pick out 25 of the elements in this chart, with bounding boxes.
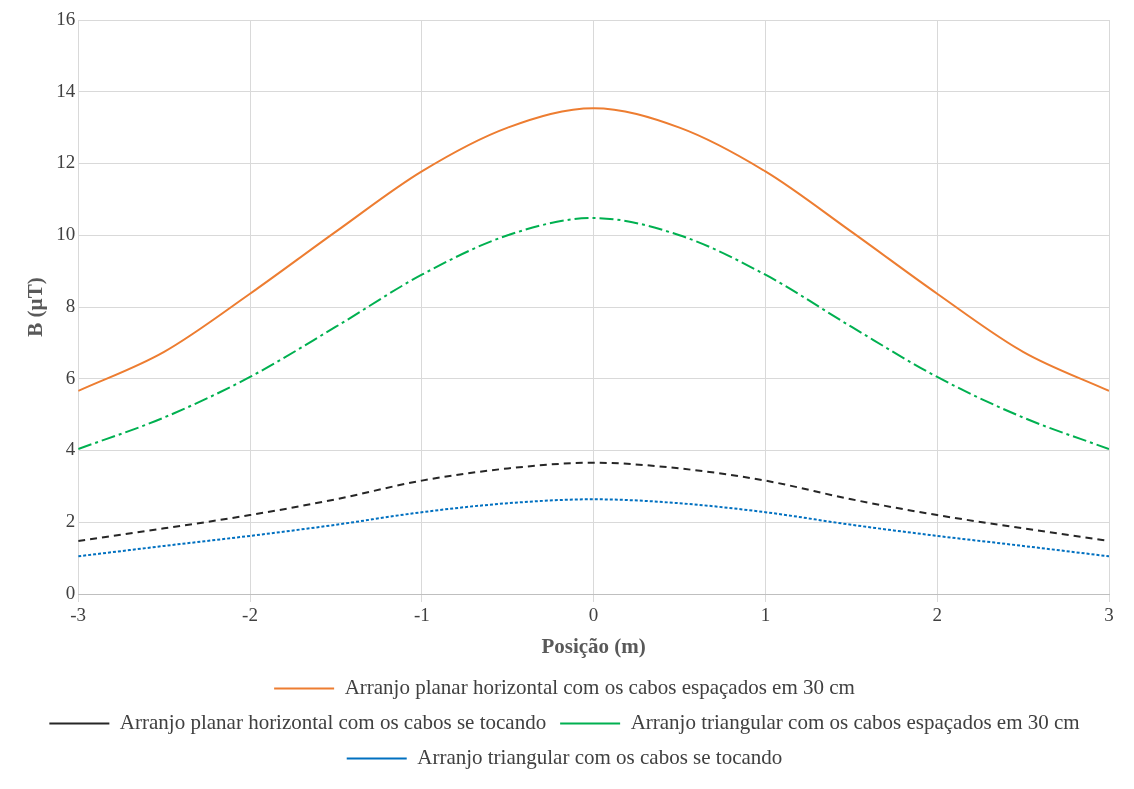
y-tick-label: 10 <box>56 223 76 245</box>
x-tick-label: 2 <box>932 604 942 626</box>
x-tick-label: -3 <box>70 604 87 626</box>
x-axis-title: Posição (m) <box>541 633 646 658</box>
y-tick-label: 0 <box>65 581 76 603</box>
legend-label: Arranjo planar horizontal com os cabos espaçados em 30 cm <box>344 675 855 700</box>
line-series <box>78 498 1109 558</box>
legend-label: Arranjo planar horizontal com os cabos se tocando <box>119 710 547 735</box>
y-axis-title: B (µT) <box>23 277 48 337</box>
y-tick-label: 6 <box>65 366 76 388</box>
y-tick-label: 4 <box>65 438 76 460</box>
legend-label: Arranjo triangular com os cabos espaçados em 30 cm <box>630 710 1080 735</box>
y-tick-label: 16 <box>56 7 76 29</box>
legend-label: Arranjo triangular com os cabos se tocando <box>417 745 783 770</box>
y-tick-label: 2 <box>65 510 76 532</box>
x-tick-label: -2 <box>242 604 258 626</box>
y-tick-label: 14 <box>56 79 76 101</box>
x-tick-label: 1 <box>760 604 771 626</box>
x-tick-label: 3 <box>1104 604 1114 626</box>
y-tick-label: 12 <box>56 151 76 173</box>
line-series <box>78 107 1109 392</box>
line-series <box>78 217 1109 451</box>
x-tick-label: -1 <box>413 604 430 626</box>
x-tick-label: 0 <box>588 604 599 626</box>
y-tick-label: 8 <box>65 294 76 316</box>
